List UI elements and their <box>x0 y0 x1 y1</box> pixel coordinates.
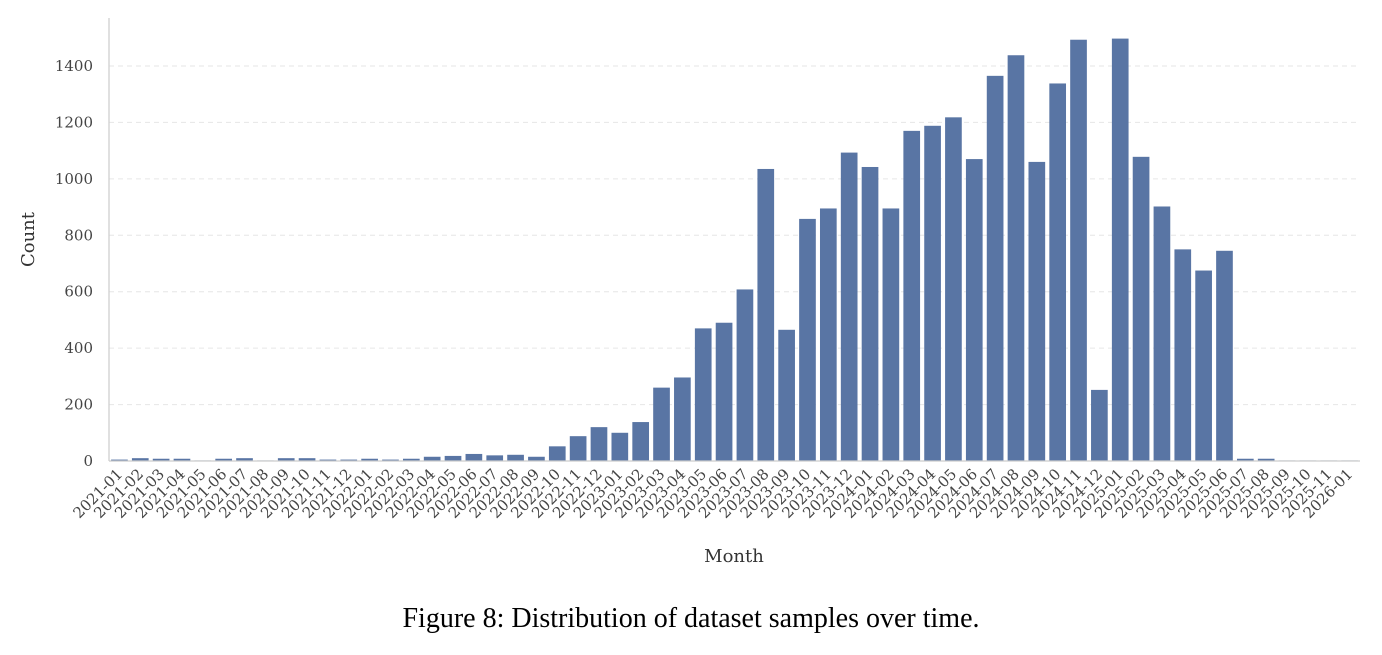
gridlines <box>109 65 1360 406</box>
bar-2023-07 <box>736 289 754 461</box>
bar-2025-07 <box>1236 458 1254 461</box>
bar-2025-01 <box>1111 38 1129 462</box>
y-tick-label: 400 <box>64 339 93 357</box>
bar-2021-01 <box>111 459 128 461</box>
bar-2022-04 <box>423 456 441 461</box>
bar-2024-10 <box>1049 83 1067 462</box>
bar-2022-11 <box>569 436 587 461</box>
x-tick-labels: 2021-012021-022021-032021-042021-052021-… <box>69 465 1356 522</box>
bar-2022-05 <box>444 455 462 461</box>
bar-2022-02 <box>382 459 399 461</box>
bar-2021-03 <box>152 458 170 461</box>
bar-2023-01 <box>611 432 629 461</box>
bar-2024-04 <box>924 125 941 461</box>
bar-2021-11 <box>319 459 337 461</box>
bar-2022-07 <box>486 455 504 461</box>
x-axis-title: Month <box>704 546 764 567</box>
bar-2024-05 <box>945 117 962 461</box>
bar-2022-09 <box>528 456 545 461</box>
y-tick-label: 800 <box>64 226 93 244</box>
bar-2022-12 <box>590 427 608 461</box>
y-tick-label: 200 <box>64 396 93 414</box>
bar-2023-12 <box>840 152 858 461</box>
bar-2021-12 <box>340 459 358 461</box>
bar-2024-08 <box>1007 55 1025 462</box>
y-tick-label: 0 <box>83 452 93 470</box>
bar-2024-07 <box>986 75 1004 462</box>
bar-2022-10 <box>548 446 566 461</box>
bar-2023-09 <box>778 329 795 461</box>
bar-2024-11 <box>1070 39 1087 462</box>
bar-2022-06 <box>465 453 483 461</box>
bar-2024-12 <box>1091 389 1108 461</box>
bar-2021-07 <box>236 458 253 461</box>
bar-2025-08 <box>1257 458 1275 461</box>
bar-2023-06 <box>715 322 733 461</box>
bar-2023-10 <box>799 218 816 461</box>
bar-2021-09 <box>277 458 295 461</box>
bar-2025-02 <box>1132 156 1150 461</box>
bar-2023-05 <box>694 328 712 461</box>
bar-2025-03 <box>1153 206 1171 461</box>
bar-2025-04 <box>1174 249 1192 461</box>
bar-2023-04 <box>674 377 691 461</box>
bar-2022-03 <box>402 458 420 461</box>
bar-2022-01 <box>361 458 378 461</box>
bars <box>111 38 1358 462</box>
bar-2024-06 <box>965 159 983 461</box>
bar-2025-06 <box>1216 250 1233 461</box>
bar-2024-02 <box>882 208 900 461</box>
bar-2021-06 <box>215 458 233 461</box>
y-tick-label: 1000 <box>55 170 93 188</box>
y-tick-label: 1200 <box>55 113 93 131</box>
y-tick-label: 600 <box>64 283 93 301</box>
y-tick-label: 1400 <box>55 57 93 75</box>
bar-2024-03 <box>903 130 921 461</box>
bar-2021-04 <box>173 458 191 461</box>
bar-2023-08 <box>757 168 775 461</box>
figure-caption: Figure 8: Distribution of dataset sample… <box>402 603 980 634</box>
y-tick-labels: 0 200 400 600 800 1000 1200 1400 <box>55 57 93 470</box>
y-axis-title: Count <box>18 211 39 267</box>
bar-2023-03 <box>653 387 670 461</box>
bar-2021-02 <box>131 458 149 461</box>
bar-2024-09 <box>1028 161 1046 461</box>
bar-2022-08 <box>507 454 524 461</box>
bar-2021-10 <box>298 458 316 461</box>
bar-2023-11 <box>819 208 837 461</box>
bar-2024-01 <box>861 166 879 461</box>
bar-2025-05 <box>1195 270 1212 461</box>
bar-2023-02 <box>632 422 650 461</box>
